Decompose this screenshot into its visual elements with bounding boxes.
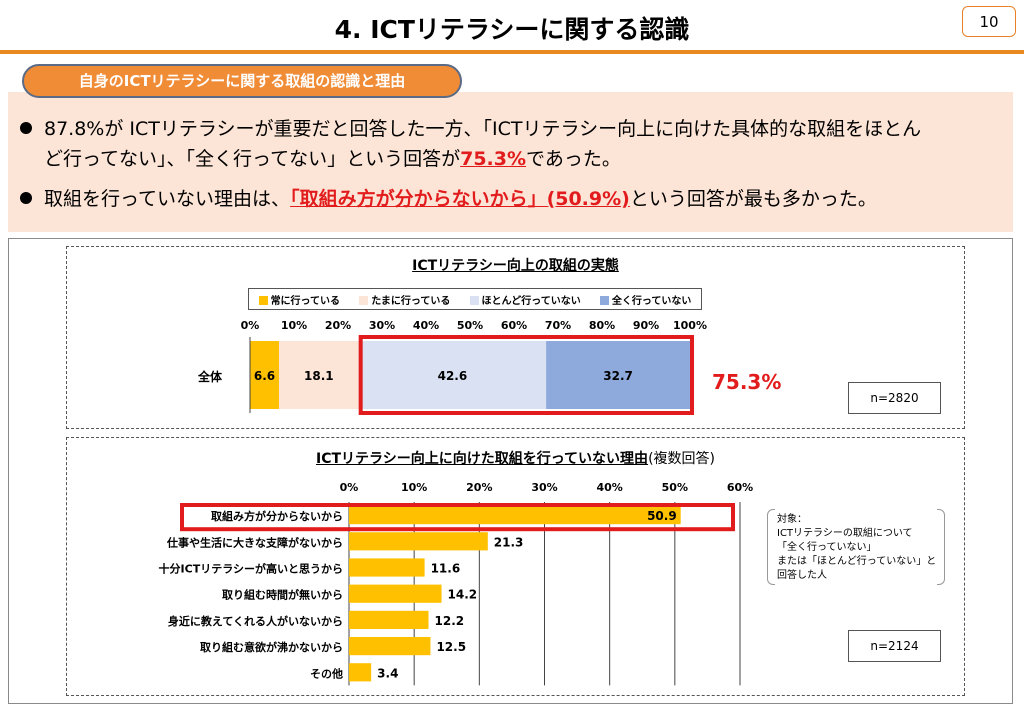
chart2-xtick: 10% [401, 481, 427, 494]
chart2-bar [349, 532, 488, 551]
chart2-xtick: 0% [340, 481, 359, 494]
chart2-panel: ICTリテラシー向上に向けた取組を行っていない理由(複数回答) [66, 437, 965, 696]
note-line-1: ICTリテラシーの取組について [777, 528, 913, 539]
chart1-data-label: 6.6 [254, 369, 275, 383]
chart1-xtick: 100% [673, 319, 707, 332]
chart2-category-label: その他 [310, 666, 343, 680]
chart2-category-label: 取り組む時間が無いから [222, 588, 343, 602]
chart2-n-label: n=2124 [848, 630, 941, 662]
chart1-data-label: 32.7 [603, 369, 633, 383]
bullet-dot [20, 192, 32, 204]
chart2-bar [349, 506, 681, 525]
chart1-xtick: 30% [369, 319, 395, 332]
chart2-category-label: 十分ICTリテラシーが高いと思うから [159, 562, 343, 576]
chart1-xtick: 0% [241, 319, 260, 332]
bullet-2-post: という回答が最も多かった。 [629, 188, 877, 210]
chart2-note: 対象： ICTリテラシーの取組について 「全く行っていない」 または「ほとんど行… [767, 509, 945, 585]
title-rule [0, 50, 1024, 54]
chart2-bar [349, 637, 431, 656]
chart-area [8, 238, 1013, 704]
page-title: 4. ICTリテラシーに関する認識 [334, 15, 690, 44]
chart2-bar [349, 663, 372, 682]
chart2-xtick: 30% [531, 481, 557, 494]
chart2-category-label: 取り組む意欲が沸かないから [200, 640, 343, 654]
chart2-data-label: 12.2 [435, 614, 465, 628]
chart1-bar-segment [279, 341, 359, 409]
chart2-title: ICTリテラシー向上に向けた取組を行っていない理由(複数回答) [316, 451, 715, 467]
chart1-data-label: 42.6 [438, 369, 468, 383]
chart1-highlight-label: 75.3% [712, 370, 782, 394]
chart2-data-label: 12.5 [436, 640, 466, 654]
chart1-title: ICTリテラシー向上の取組の実態 [412, 258, 619, 274]
bullet-1: 87.8%が ICTリテラシーが重要だと回答した一方、「ICTリテラシー向上に向… [20, 114, 1010, 174]
chart1-xtick: 80% [589, 319, 615, 332]
chart1-xtick: 20% [325, 319, 351, 332]
chart1-xtick: 60% [501, 319, 527, 332]
bullet-dot [20, 122, 32, 134]
bullet-1-highlight: 75.3% [460, 148, 527, 170]
chart2-data-label: 50.9 [647, 509, 677, 523]
chart1-bar-segment [358, 341, 547, 409]
legend-swatch [469, 295, 479, 305]
legend-swatch [258, 295, 268, 305]
legend-item-sometimes: たまに行っている [359, 292, 450, 307]
legend-swatch [359, 295, 369, 305]
chart2-data-label: 21.3 [494, 535, 524, 549]
chart1-xtick: 70% [545, 319, 571, 332]
chart2-category-label: 取組み方が分からないから [211, 509, 343, 523]
chart1-n-label: n=2820 [848, 382, 941, 414]
chart1-panel: ICTリテラシー向上の取組の実態 [66, 246, 965, 429]
legend-item-rarely: ほとんど行っていない [469, 292, 581, 307]
chart1-data-label: 18.1 [304, 369, 334, 383]
bullet-1-pre: ど行ってない」、「全く行ってない」という回答が [44, 148, 461, 170]
chart1-xtick: 10% [281, 319, 307, 332]
chart2-data-label: 3.4 [377, 666, 398, 680]
chart2-bar [349, 610, 429, 629]
note-bracket-left [767, 509, 775, 585]
chart1-highlight-box [358, 335, 694, 415]
chart1-xtick: 50% [457, 319, 483, 332]
note-bracket-right [937, 509, 945, 585]
summary-pill: 自身のICTリテラシーに関する取組の認識と理由 [22, 64, 462, 98]
bullet-1-line1: 87.8%が ICTリテラシーが重要だと回答した一方、「ICTリテラシー向上に向… [44, 118, 922, 140]
chart2-xtick: 20% [466, 481, 492, 494]
page-number: 10 [962, 6, 1016, 37]
note-line-2: 「全く行っていない」 [777, 542, 877, 553]
bullet-2-highlight: 「取組み方が分からないから」(50.9%) [290, 188, 630, 210]
chart2-data-label: 14.2 [448, 588, 478, 602]
legend-item-always: 常に行っている [258, 292, 340, 307]
chart2-highlight-box [180, 503, 735, 532]
chart2-xtick: 40% [596, 481, 622, 494]
chart1-xtick: 40% [413, 319, 439, 332]
chart2-bar [349, 584, 442, 603]
bullet-2: 取組を行っていない理由は、「取組み方が分からないから」(50.9%)という回答が… [20, 184, 1010, 214]
chart1-legend: 常に行っている たまに行っている ほとんど行っていない 全く行っていない [248, 288, 702, 310]
note-line-3: または「ほとんど行っていない」と [777, 556, 937, 567]
chart2-category-label: 仕事や生活に大きな支障がないから [166, 535, 343, 549]
bullet-2-text: 取組を行っていない理由は、「取組み方が分からないから」(50.9%)という回答が… [44, 184, 1010, 214]
chart1-bar-segment [546, 341, 690, 409]
legend-swatch [599, 295, 609, 305]
chart1-category-label: 全体 [197, 369, 223, 384]
chart2-xtick: 50% [662, 481, 688, 494]
bullet-1-post: であった。 [526, 148, 621, 170]
legend-item-never: 全く行っていない [599, 292, 691, 307]
note-line-0: 対象： [777, 514, 807, 525]
chart2-xtick: 60% [727, 481, 753, 494]
chart2-data-label: 11.6 [431, 562, 461, 576]
chart1-bar-segment [250, 341, 280, 409]
bullet-1-line2: ど行ってない」、「全く行ってない」という回答が75.3%であった。 [44, 144, 1010, 174]
bullet-2-pre: 取組を行っていない理由は、 [44, 188, 291, 210]
chart1-xtick: 90% [633, 319, 659, 332]
note-line-4: 回答した人 [777, 570, 827, 581]
chart2-bar [349, 558, 425, 577]
summary-box [8, 92, 1013, 232]
chart2-category-label: 身近に教えてくれる人がいないから [168, 614, 343, 628]
